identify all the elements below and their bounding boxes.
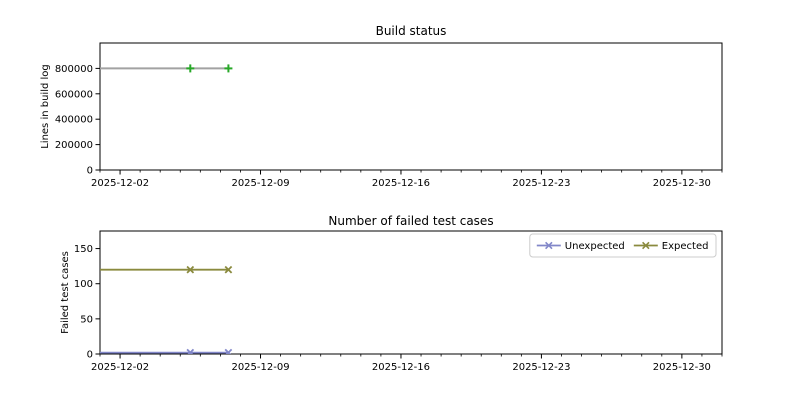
y-tick-label: 50 [80, 314, 93, 325]
x-tick-label: 2025-12-02 [91, 362, 149, 373]
x-tick-label: 2025-12-02 [91, 178, 149, 189]
axes-frame [99, 42, 723, 171]
y-axis: 0 200000 400000 600000 800000 [55, 64, 100, 177]
x-tick-label: 2025-12-09 [231, 362, 289, 373]
y-tick-label: 150 [74, 244, 93, 255]
series-Expected [100, 265, 233, 274]
legend-label: Unexpected [565, 241, 625, 252]
y-axis-label: Failed test cases [60, 251, 71, 334]
axes-frame [99, 230, 723, 355]
chart-title: Number of failed test cases [328, 214, 493, 228]
failed-tests-chart: Number of failed test cases 0 50 100 150 2025… [0, 200, 800, 400]
x-tick-label: 2025-12-16 [372, 362, 430, 373]
y-tick-label: 800000 [55, 64, 93, 75]
series-lines-in-build-log [100, 64, 233, 73]
y-axis-label: Lines in build log [40, 64, 51, 149]
chart-svg: Number of failed test cases 0 50 100 150 2025… [60, 214, 723, 373]
y-tick-label: 400000 [55, 115, 93, 126]
x-tick-label: 2025-12-16 [372, 178, 430, 189]
x-tick-label: 2025-12-23 [512, 362, 570, 373]
y-tick-label: 100 [74, 279, 93, 290]
legend-box [529, 233, 717, 258]
x-tick-label: 2025-12-30 [653, 178, 711, 189]
y-tick-label: 0 [87, 350, 93, 361]
y-tick-label: 0 [87, 166, 93, 177]
x-tick-label: 2025-12-30 [653, 362, 711, 373]
legend-label: Expected [662, 241, 709, 252]
chart-svg: Build status 0 200000 400000 600000 800000 202… [40, 24, 723, 189]
series-Unexpected [100, 348, 233, 354]
x-tick-label: 2025-12-09 [231, 178, 289, 189]
legend: Unexpected Expected [529, 233, 717, 258]
x-axis: 2025-12-02 2025-12-09 2025-12-16 2025-12-23… [91, 354, 723, 373]
build-status-chart: Build status 0 200000 400000 600000 800000 202… [40, 24, 723, 189]
x-axis: 2025-12-02 2025-12-09 2025-12-16 2025-12-23… [91, 170, 723, 189]
y-tick-label: 200000 [55, 140, 93, 151]
chart-title: Build status [376, 24, 447, 38]
x-tick-label: 2025-12-23 [512, 178, 570, 189]
y-axis: 0 50 100 150 [74, 244, 100, 361]
y-tick-label: 600000 [55, 89, 93, 100]
